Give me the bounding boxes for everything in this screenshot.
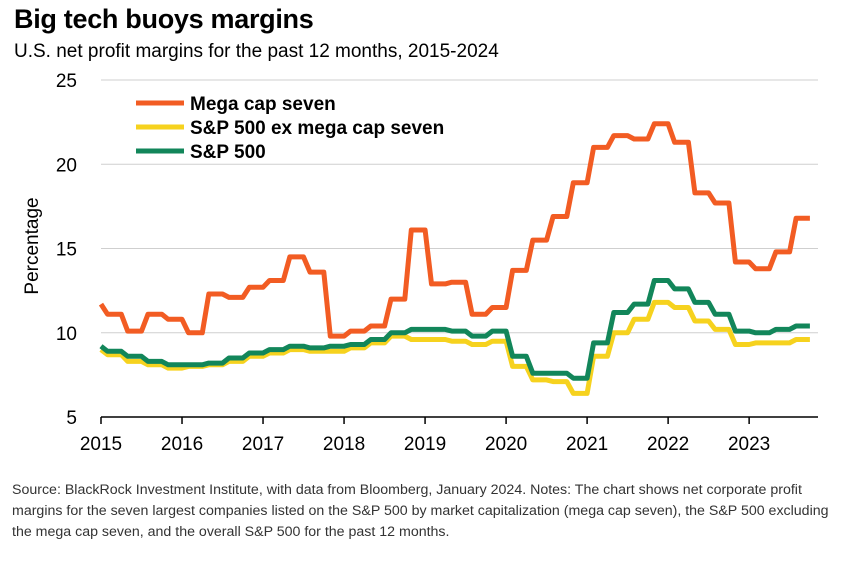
y-tick-label: 15 <box>56 240 77 261</box>
legend-label-0: Mega cap seven <box>190 94 336 115</box>
x-tick-label: 2017 <box>242 434 284 455</box>
x-tick-label: 2022 <box>647 434 689 455</box>
series-line-2 <box>99 278 810 381</box>
y-tick-label: 20 <box>56 155 77 176</box>
legend-label-2: S&P 500 <box>190 142 266 163</box>
chart-subtitle: U.S. net profit margins for the past 12 … <box>14 41 499 62</box>
source-notes: Source: BlackRock Investment Institute, … <box>12 482 829 540</box>
x-tick-label: 2019 <box>404 434 446 455</box>
y-axis-label: Percentage <box>22 197 43 294</box>
x-tick-label: 2021 <box>566 434 608 455</box>
x-axis-ticks: 2015 2016 2017 2018 2019 2020 2021 2022 2023 <box>80 417 770 455</box>
y-axis-ticks: 5 10 15 20 25 <box>56 71 77 429</box>
x-tick-label: 2016 <box>161 434 203 455</box>
y-tick-label: 25 <box>56 71 77 92</box>
y-tick-label: 10 <box>56 324 77 345</box>
legend: Mega cap seven S&P 500 ex mega cap seven S… <box>136 94 444 163</box>
legend-label-1: S&P 500 ex mega cap seven <box>190 118 444 139</box>
chart-title: Big tech buoys margins <box>14 4 314 34</box>
x-tick-label: 2020 <box>485 434 527 455</box>
x-tick-label: 2023 <box>728 434 770 455</box>
series-lines <box>98 121 810 396</box>
x-tick-label: 2018 <box>323 434 365 455</box>
y-tick-label: 5 <box>66 408 77 429</box>
x-tick-label: 2015 <box>80 434 122 455</box>
series-line-0 <box>98 121 810 339</box>
